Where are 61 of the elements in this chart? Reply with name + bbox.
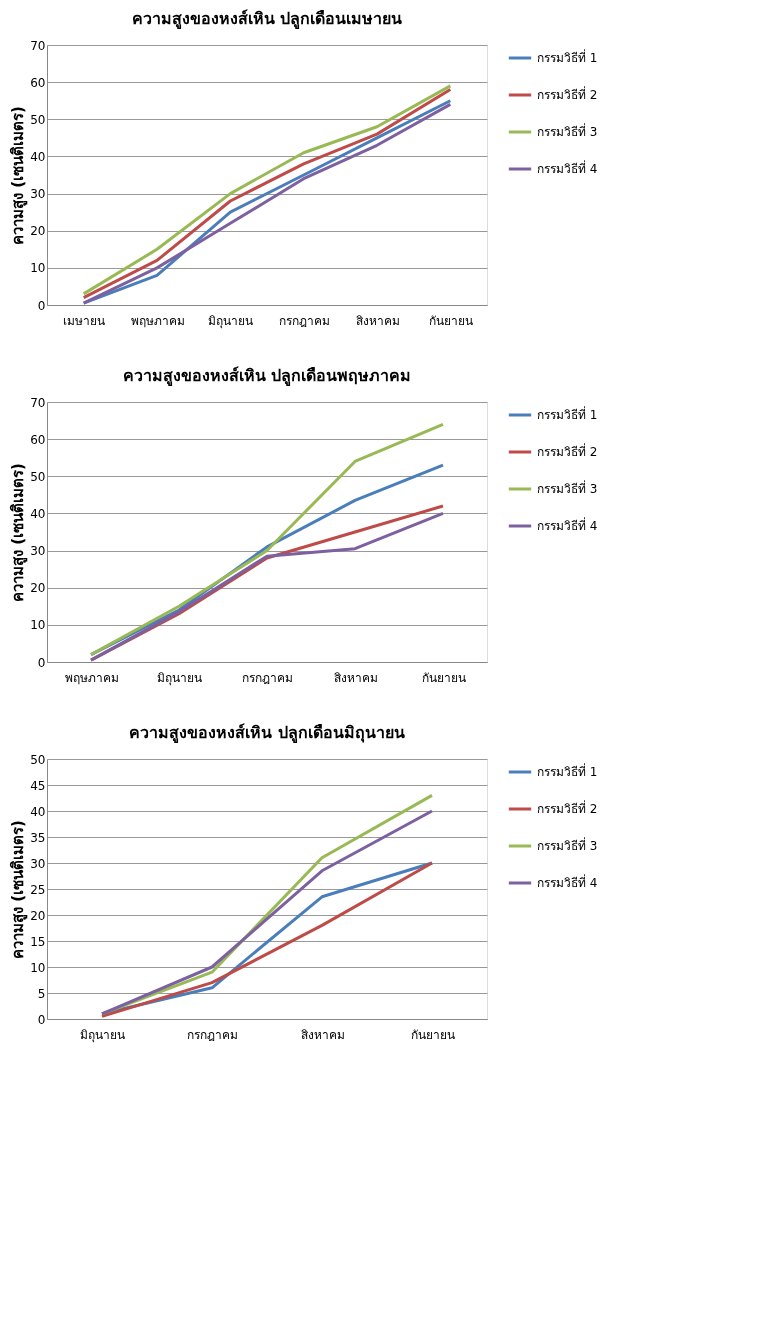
chart-title: ความสูงของหงส์เหิน ปลูกเดือนเมษายน bbox=[131, 9, 403, 30]
x-tick-label: สิงหาคม bbox=[333, 670, 378, 685]
y-tick-label: 50 bbox=[30, 112, 46, 127]
legend-label: กรรมวิธีที่ 4 bbox=[537, 874, 598, 890]
y-axis-title: ความสูง (เซนติเมตร) bbox=[9, 820, 29, 959]
x-tick-label: กันยายน bbox=[421, 670, 466, 685]
y-tick-label: 15 bbox=[30, 934, 46, 949]
y-tick-label: 20 bbox=[30, 581, 46, 596]
x-tick-label: มิถุนายน bbox=[157, 670, 202, 686]
x-tick-label: พฤษภาคม bbox=[130, 313, 185, 328]
y-tick-label: 0 bbox=[37, 1012, 46, 1027]
x-tick-label: สิงหาคม bbox=[300, 1027, 345, 1042]
y-axis-title: ความสูง (เซนติเมตร) bbox=[9, 463, 29, 602]
y-tick-label: 70 bbox=[30, 395, 46, 410]
y-tick-label: 50 bbox=[30, 752, 46, 767]
y-tick-label: 30 bbox=[30, 544, 46, 559]
y-tick-label: 30 bbox=[30, 187, 46, 202]
y-tick-label: 0 bbox=[37, 655, 46, 670]
y-tick-label: 25 bbox=[30, 882, 46, 897]
x-tick-label: สิงหาคม bbox=[355, 313, 400, 328]
legend-label: กรรมวิธีที่ 4 bbox=[537, 517, 598, 533]
legend-label: กรรมวิธีที่ 3 bbox=[537, 480, 598, 496]
x-tick-label: กรกฎาคม bbox=[187, 1027, 238, 1042]
x-tick-label: มิถุนายน bbox=[208, 313, 254, 329]
legend-label: กรรมวิธีที่ 3 bbox=[537, 123, 598, 139]
y-tick-label: 60 bbox=[30, 75, 46, 90]
x-tick-label: เมษายน bbox=[63, 313, 106, 328]
y-tick-label: 35 bbox=[30, 830, 46, 845]
x-tick-label: กรกฎาคม bbox=[278, 313, 330, 328]
y-tick-label: 40 bbox=[30, 506, 46, 521]
x-tick-label: มิถุนายน bbox=[80, 1027, 125, 1043]
y-tick-label: 60 bbox=[30, 432, 46, 447]
y-tick-label: 40 bbox=[30, 149, 46, 164]
line-series bbox=[89, 422, 445, 657]
y-axis-title: ความสูง (เซนติเมตร) bbox=[9, 106, 29, 245]
y-tick-label: 30 bbox=[30, 856, 46, 871]
y-tick-label: 40 bbox=[30, 804, 46, 819]
y-tick-label: 10 bbox=[30, 618, 46, 633]
legend-label: กรรมวิธีที่ 1 bbox=[537, 406, 598, 422]
legend-label: กรรมวิธีที่ 1 bbox=[537, 49, 598, 65]
legend-label: กรรมวิธีที่ 3 bbox=[537, 837, 598, 853]
chart-title: ความสูงของหงส์เหิน ปลูกเดือนพฤษภาคม bbox=[122, 366, 412, 387]
y-tick-label: 5 bbox=[37, 986, 46, 1001]
y-tick-label: 20 bbox=[30, 224, 46, 239]
x-tick-label: กรกฎาคม bbox=[242, 670, 293, 685]
y-tick-label: 70 bbox=[30, 38, 46, 53]
y-tick-label: 10 bbox=[30, 960, 46, 975]
legend-label: กรรมวิธีที่ 2 bbox=[537, 800, 598, 816]
legend-label: กรรมวิธีที่ 2 bbox=[537, 86, 598, 102]
legend-label: กรรมวิธีที่ 2 bbox=[537, 443, 598, 459]
y-tick-label: 50 bbox=[30, 469, 46, 484]
y-tick-label: 0 bbox=[37, 298, 46, 313]
y-tick-label: 20 bbox=[30, 908, 46, 923]
chart-title: ความสูงของหงส์เหิน ปลูกเดือนมิถุนายน bbox=[129, 723, 405, 744]
legend-label: กรรมวิธีที่ 1 bbox=[537, 763, 598, 779]
x-tick-label: พฤษภาคม bbox=[64, 670, 119, 685]
y-tick-label: 10 bbox=[30, 261, 46, 276]
x-tick-label: กันยายน bbox=[410, 1027, 455, 1042]
y-tick-label: 45 bbox=[30, 778, 46, 793]
legend-label: กรรมวิธีที่ 4 bbox=[537, 160, 598, 176]
x-tick-label: กันยายน bbox=[428, 313, 473, 328]
